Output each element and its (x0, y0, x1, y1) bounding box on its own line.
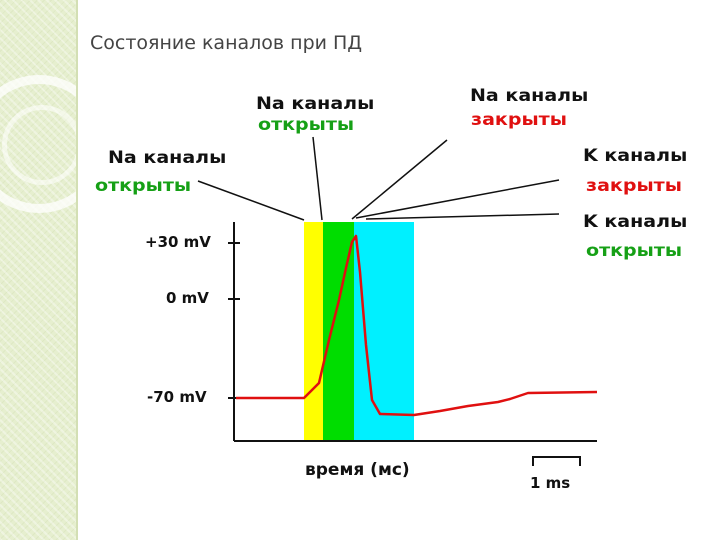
strip-edge (76, 0, 78, 540)
label-na-closed-line2: закрыты (471, 110, 567, 130)
phase-band-cyan (354, 222, 414, 440)
pointer-k-open (365, 213, 560, 220)
scale-bar-label: 1 ms (530, 474, 571, 492)
decorative-ring (2, 105, 82, 185)
y-tick-label-minus70: -70 mV (147, 388, 207, 406)
label-na-open-mid-line2: открыты (258, 115, 355, 135)
pointer-na-closed (351, 139, 448, 220)
membrane-potential-trace (236, 234, 598, 417)
y-tick-label-plus30: +30 mV (145, 233, 211, 251)
phase-band-yellow (304, 222, 323, 440)
pointer-na-open-mid (312, 136, 323, 221)
decorative-side-strip (0, 0, 108, 540)
label-na-closed-line1: Na каналы (470, 86, 589, 106)
decorative-ring (0, 75, 108, 213)
page-title: Состояние каналов при ПД (90, 32, 363, 54)
label-k-open-line2: открыты (586, 241, 683, 261)
scale-bar (532, 456, 581, 466)
label-k-closed-line2: закрыты (586, 176, 682, 196)
pointer-k-closed (355, 179, 560, 219)
label-na-open-mid-line1: Na каналы (256, 94, 375, 114)
label-k-open-line1: K каналы (583, 212, 688, 232)
pointer-na-open-left (197, 180, 305, 221)
y-tick-label-0: 0 mV (166, 289, 209, 307)
label-k-closed-line1: K каналы (583, 146, 688, 166)
label-na-open-left-line1: Na каналы (108, 148, 227, 168)
label-na-open-left-line2: открыты (95, 176, 192, 196)
x-axis-label: время (мс) (305, 460, 410, 480)
